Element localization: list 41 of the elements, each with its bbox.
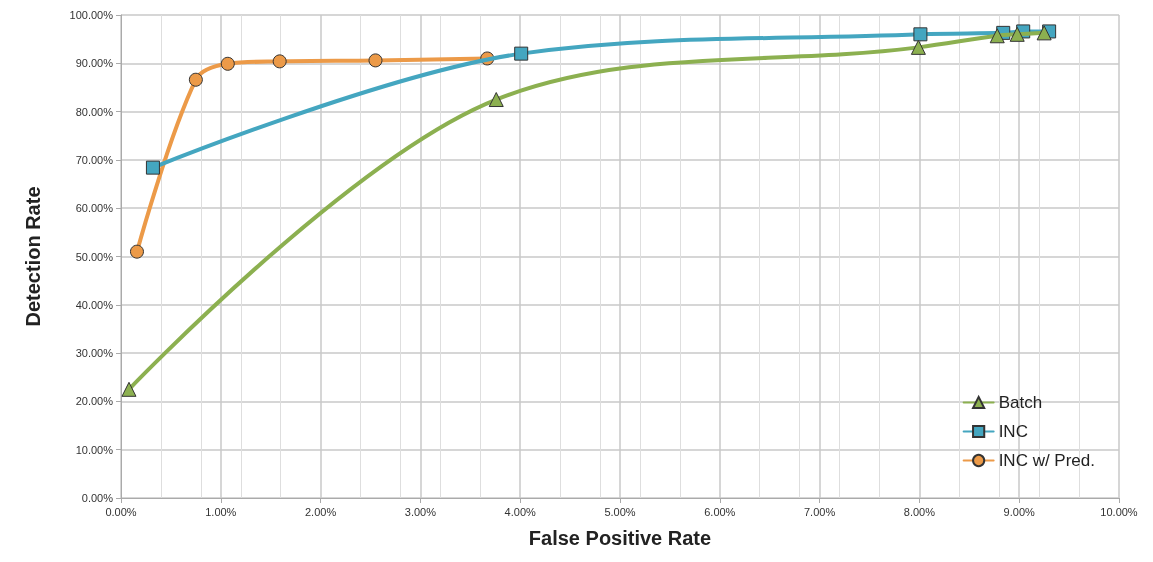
point (188, 72, 203, 87)
point (121, 381, 137, 397)
y-tick-label: 80.00% (75, 105, 114, 118)
legend-label: Batch (998, 393, 1043, 412)
point (910, 39, 926, 55)
point (913, 27, 928, 42)
x-tick-label: 2.00% (305, 505, 337, 518)
point (129, 244, 144, 259)
y-tick-label: 10.00% (75, 443, 114, 456)
point (368, 53, 383, 68)
legend-label: INC (998, 422, 1028, 441)
y-tick-label: 70.00% (75, 153, 114, 166)
x-tick-label: 7.00% (804, 505, 836, 518)
y-tick-label: 100.00% (69, 9, 114, 21)
point (145, 160, 160, 175)
y-tick-label: 40.00% (75, 298, 114, 311)
point (1036, 25, 1052, 41)
x-tick-label: 1.00% (205, 505, 237, 518)
point (272, 54, 287, 69)
x-tick-label: 0.00% (105, 505, 137, 518)
point (220, 56, 235, 71)
point (989, 28, 1005, 44)
point (488, 92, 504, 108)
x-tick-label: 5.00% (604, 505, 636, 518)
y-tick-label: 90.00% (75, 57, 114, 70)
y-tick-label: 0.00% (81, 492, 114, 504)
point (1009, 26, 1025, 42)
x-axis-title: False Positive Rate (528, 527, 712, 549)
x-tick-label: 6.00% (704, 505, 736, 518)
x-tick-label: 10.00% (1100, 505, 1138, 518)
y-tick-label: 60.00% (75, 202, 114, 215)
x-tick-label: 8.00% (903, 505, 936, 518)
legend-label: INC w/ Pred. (998, 451, 1095, 470)
y-axis-title: Detection Rate (22, 186, 44, 327)
point (514, 46, 529, 61)
x-tick-label: 4.00% (504, 505, 537, 518)
y-tick-label: 30.00% (75, 347, 114, 360)
y-tick-label: 20.00% (75, 395, 114, 408)
y-tick-label: 50.00% (75, 250, 114, 263)
x-tick-label: 9.00% (1003, 505, 1036, 518)
x-tick-label: 3.00% (404, 505, 437, 518)
